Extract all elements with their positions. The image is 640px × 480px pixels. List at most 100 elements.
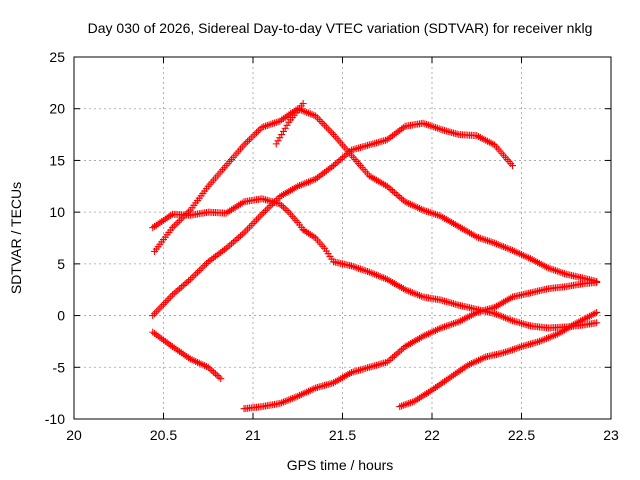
data-point <box>396 347 404 355</box>
data-point <box>217 375 225 383</box>
data-point <box>245 136 253 144</box>
data-point <box>183 278 191 286</box>
x-tick-label: 23 <box>603 427 619 443</box>
data-point <box>156 304 164 312</box>
data-point <box>179 282 187 290</box>
data-point <box>337 155 345 163</box>
data-point <box>269 120 277 128</box>
data-point <box>430 123 438 131</box>
data-point <box>151 310 159 318</box>
x-tick-label: 20 <box>66 427 82 443</box>
data-point <box>424 208 432 216</box>
data-point <box>251 218 259 226</box>
x-tick-label: 20.5 <box>150 427 177 443</box>
data-point <box>186 275 194 283</box>
data-point <box>356 265 364 273</box>
data-point <box>353 264 361 272</box>
data-point <box>510 345 518 353</box>
data-point <box>394 192 402 200</box>
data-point <box>272 140 280 148</box>
data-point <box>228 240 236 248</box>
data-point <box>208 367 216 375</box>
data-point <box>482 236 490 244</box>
data-point <box>421 120 429 128</box>
data-point <box>242 227 250 235</box>
data-point <box>188 274 196 282</box>
series-arc-6 <box>149 328 225 383</box>
data-point <box>593 278 601 286</box>
x-tick-label: 21 <box>245 427 261 443</box>
data-point <box>170 222 178 230</box>
series-arc-9 <box>272 100 307 148</box>
data-point <box>426 122 434 130</box>
data-point <box>201 261 209 269</box>
data-point <box>317 118 325 126</box>
data-point <box>444 322 452 330</box>
y-tick-label: 10 <box>49 204 65 220</box>
data-point <box>170 289 178 297</box>
data-point <box>244 137 252 145</box>
data-point <box>213 371 221 379</box>
data-point <box>251 130 259 138</box>
data-point <box>593 319 601 327</box>
data-point <box>167 293 175 301</box>
data-point <box>235 233 243 241</box>
data-point <box>432 124 440 132</box>
series-arc-7 <box>240 278 601 413</box>
data-point <box>161 298 169 306</box>
data-point <box>253 129 261 137</box>
data-point <box>231 237 239 245</box>
data-point <box>328 129 336 137</box>
data-point <box>226 241 234 249</box>
data-point <box>158 302 166 310</box>
data-point <box>283 121 291 129</box>
data-point <box>172 220 180 228</box>
data-point <box>260 208 268 216</box>
data-point <box>500 349 508 357</box>
data-point <box>419 119 427 127</box>
data-point <box>394 349 402 357</box>
data-point <box>247 221 255 229</box>
series-arc-4 <box>419 206 601 285</box>
data-point <box>387 355 395 363</box>
data-point <box>181 280 189 288</box>
grid <box>74 57 611 419</box>
data-point <box>478 235 486 243</box>
data-point <box>176 217 184 225</box>
data-point <box>424 121 432 129</box>
data-point <box>281 205 289 213</box>
data-point <box>281 124 289 132</box>
data-point <box>174 218 182 226</box>
data-point <box>263 121 271 129</box>
data-point <box>398 346 406 354</box>
data-point <box>315 116 323 124</box>
x-tick-label: 21.5 <box>329 427 356 443</box>
data-point <box>555 268 563 276</box>
data-point <box>197 265 205 273</box>
data-point <box>211 370 219 378</box>
data-point <box>560 270 568 278</box>
data-point <box>160 300 167 308</box>
data-point <box>242 139 250 147</box>
series-arc-2 <box>299 226 601 332</box>
data-point <box>324 125 332 133</box>
data-point <box>210 368 218 376</box>
data-point <box>516 343 524 351</box>
data-point <box>340 152 348 160</box>
y-tick-label: 0 <box>57 308 65 324</box>
data-point <box>256 212 264 220</box>
x-tick-label: 22 <box>424 427 440 443</box>
y-tick-label: 5 <box>57 256 65 272</box>
y-tick-label: 20 <box>49 101 65 117</box>
data-point <box>279 203 287 211</box>
data-point <box>485 237 493 245</box>
data-point <box>480 235 488 243</box>
data-point <box>351 263 359 271</box>
y-axis-label: SDTVAR / TECUs <box>8 182 24 294</box>
data-point <box>446 321 454 329</box>
x-axis-label: GPS time / hours <box>287 457 394 473</box>
data-point <box>240 229 248 237</box>
data-points <box>149 100 601 413</box>
data-point <box>258 123 266 131</box>
